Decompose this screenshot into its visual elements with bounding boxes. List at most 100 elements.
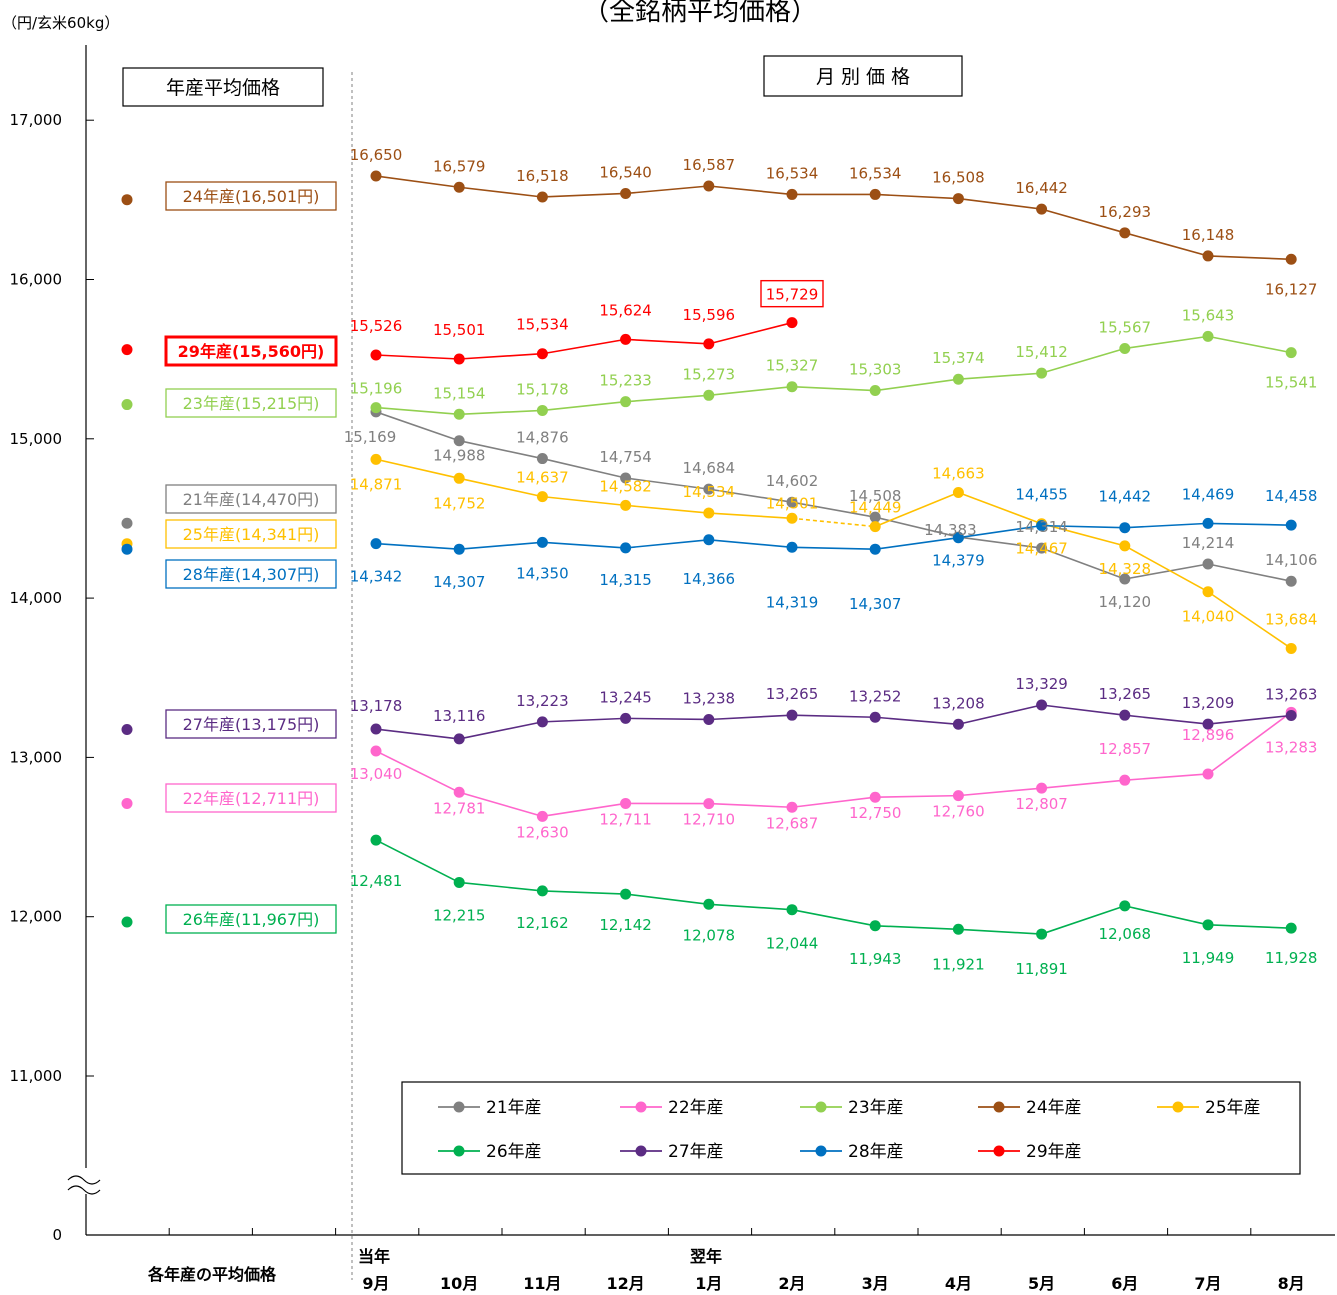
series-line-segment bbox=[542, 890, 626, 895]
data-label: 14,315 bbox=[599, 571, 652, 589]
data-label: 12,896 bbox=[1182, 726, 1235, 744]
series-line-segment bbox=[542, 192, 626, 198]
data-point bbox=[952, 193, 964, 205]
data-point bbox=[536, 810, 548, 822]
data-point bbox=[869, 711, 881, 723]
average-point bbox=[121, 399, 133, 411]
data-label: 16,127 bbox=[1265, 280, 1318, 298]
average-label-box bbox=[165, 783, 337, 813]
data-point bbox=[536, 348, 548, 360]
legend-marker bbox=[453, 1145, 465, 1157]
series-line-segment bbox=[542, 338, 626, 355]
data-point bbox=[1119, 774, 1131, 786]
series-line-segment bbox=[375, 411, 460, 442]
data-point bbox=[1202, 586, 1214, 598]
legend-marker bbox=[635, 1101, 647, 1113]
series-line-segment bbox=[1041, 704, 1125, 716]
data-labels: 15,169 14,988 14,876 14,754 14,684 14,602 14,5… bbox=[344, 146, 1318, 978]
series-line-segment bbox=[542, 495, 626, 507]
data-point bbox=[370, 349, 382, 361]
data-label: 12,760 bbox=[932, 803, 985, 821]
data-point bbox=[620, 187, 632, 199]
data-label: 14,350 bbox=[516, 564, 569, 582]
data-point bbox=[703, 798, 715, 810]
data-label: 13,252 bbox=[849, 687, 902, 705]
data-point bbox=[703, 483, 715, 495]
data-label: 13,178 bbox=[350, 697, 403, 715]
series-line-segment bbox=[625, 185, 709, 195]
series-line-segment bbox=[958, 787, 1042, 797]
data-label: 14,534 bbox=[683, 483, 736, 501]
data-point bbox=[370, 453, 382, 465]
data-label: 15,412 bbox=[1015, 343, 1068, 361]
data-point bbox=[952, 718, 964, 730]
data-point bbox=[869, 511, 881, 523]
data-point bbox=[620, 542, 632, 554]
legend-label: 26年産 bbox=[486, 1142, 542, 1162]
data-point bbox=[1036, 520, 1048, 532]
data-label: 15,526 bbox=[350, 317, 403, 335]
average-label-box bbox=[165, 519, 337, 549]
data-label: 14,379 bbox=[932, 552, 985, 570]
series-line-segment bbox=[791, 714, 876, 719]
legend-marker bbox=[815, 1145, 827, 1157]
series-line-segment bbox=[958, 491, 1042, 525]
data-label: 15,567 bbox=[1099, 318, 1152, 336]
data-label: 11,921 bbox=[932, 955, 985, 973]
y-tick-label: 17,000 bbox=[10, 111, 63, 129]
series-line-segment bbox=[958, 524, 1042, 539]
series-line-segment bbox=[958, 704, 1042, 726]
data-point bbox=[453, 435, 465, 447]
data-label: 13,208 bbox=[932, 694, 985, 712]
y-tick-label: 15,000 bbox=[10, 430, 63, 448]
right-header: 月 別 価 格 bbox=[816, 66, 910, 88]
series-line-segment bbox=[1207, 563, 1292, 582]
data-label: 14,307 bbox=[433, 573, 486, 591]
average-label: 26年産(11,967円) bbox=[183, 910, 320, 929]
average-label-box bbox=[165, 559, 337, 589]
data-label: 14,876 bbox=[516, 429, 569, 447]
series-line-segment bbox=[542, 400, 626, 412]
data-point bbox=[536, 453, 548, 465]
data-label: 15,534 bbox=[516, 316, 569, 334]
series-line-segment bbox=[542, 457, 626, 479]
y-tick-label: 14,000 bbox=[10, 589, 63, 607]
series-line-segment bbox=[625, 477, 709, 490]
series-line-segment bbox=[1207, 591, 1292, 650]
data-point bbox=[703, 507, 715, 519]
data-point bbox=[786, 496, 798, 508]
series-line-segment bbox=[625, 538, 709, 549]
data-point bbox=[1036, 367, 1048, 379]
series-line-segment bbox=[375, 839, 460, 884]
left-xlabel: 各年産の平均価格 bbox=[147, 1265, 277, 1284]
average-point bbox=[121, 724, 133, 736]
data-label: 15,729 bbox=[766, 286, 819, 304]
data-label: 13,238 bbox=[683, 689, 736, 707]
data-point bbox=[620, 472, 632, 484]
series-line-segment bbox=[708, 321, 793, 345]
x-tick-label: 3月 bbox=[862, 1274, 889, 1293]
data-label: 12,068 bbox=[1099, 925, 1152, 943]
series-line-segment bbox=[1207, 255, 1292, 261]
highlight-label-box bbox=[760, 279, 824, 308]
data-point bbox=[786, 188, 798, 200]
x-tick-label: 2月 bbox=[778, 1274, 805, 1293]
data-point bbox=[620, 888, 632, 900]
data-point bbox=[1036, 928, 1048, 940]
data-label: 14,455 bbox=[1015, 486, 1068, 504]
average-label-box bbox=[165, 904, 337, 934]
y-axis-ticks: 11,000 12,000 13,000 14,000 15,000 16,000 17,0… bbox=[10, 111, 94, 1244]
data-point bbox=[370, 834, 382, 846]
data-label: 15,541 bbox=[1265, 374, 1318, 392]
data-point bbox=[620, 499, 632, 511]
legend-marker bbox=[635, 1145, 647, 1157]
data-point bbox=[869, 188, 881, 200]
data-point bbox=[1285, 519, 1297, 531]
data-point bbox=[1202, 330, 1214, 342]
series-line-segment bbox=[1207, 335, 1292, 354]
data-label: 11,943 bbox=[849, 950, 902, 968]
data-point bbox=[703, 713, 715, 725]
data-point bbox=[536, 191, 548, 203]
series-line-segment bbox=[1124, 522, 1209, 529]
series-line-segment bbox=[1041, 779, 1125, 789]
